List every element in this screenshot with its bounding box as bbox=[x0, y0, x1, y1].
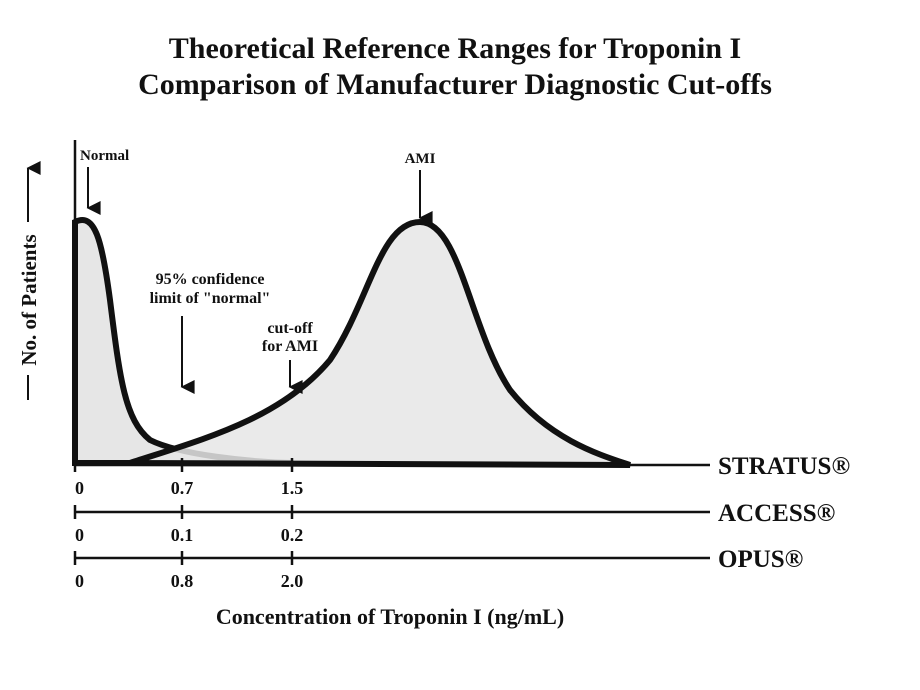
tick-label: 0 bbox=[75, 478, 84, 498]
ami-curve bbox=[129, 218, 631, 468]
tick-label: 0.7 bbox=[171, 478, 194, 498]
scale-name: OPUS® bbox=[718, 546, 803, 573]
y-axis-label: No. of Patients bbox=[17, 234, 41, 365]
annotation: Normal bbox=[80, 148, 129, 164]
tick-label: 2.0 bbox=[281, 571, 304, 591]
scale-name: STRATUS® bbox=[718, 453, 850, 480]
tick-label: 1.5 bbox=[281, 478, 304, 498]
tick-label: 0.1 bbox=[171, 525, 194, 545]
title-line: Comparison of Manufacturer Diagnostic Cu… bbox=[138, 68, 772, 101]
x-axis-label: Concentration of Troponin I (ng/mL) bbox=[216, 604, 564, 629]
annotation: limit of "normal" bbox=[150, 290, 271, 307]
annotation: AMI bbox=[405, 151, 436, 167]
annotation: cut-off bbox=[267, 320, 313, 337]
tick-label: 0.2 bbox=[281, 525, 304, 545]
annotation: 95% confidence bbox=[156, 271, 265, 288]
tick-label: 0 bbox=[75, 571, 84, 591]
tick-label: 0 bbox=[75, 525, 84, 545]
annotation: for AMI bbox=[262, 338, 318, 355]
title-line: Theoretical Reference Ranges for Troponi… bbox=[169, 32, 741, 65]
tick-label: 0.8 bbox=[171, 571, 194, 591]
scale-name: ACCESS® bbox=[718, 500, 835, 527]
